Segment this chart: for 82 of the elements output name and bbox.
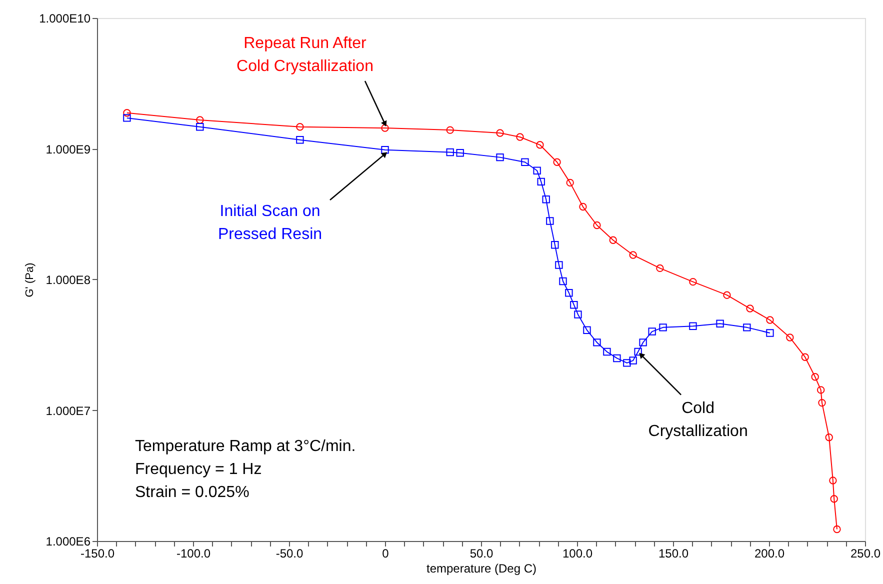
point (516, 133, 524, 141)
point (766, 316, 774, 324)
point (296, 136, 304, 144)
point (583, 326, 591, 334)
point (743, 324, 751, 332)
point (570, 300, 578, 309)
point (829, 476, 837, 484)
x-tick-label: 200.0 (754, 546, 785, 560)
x-tick-label: -100.0 (176, 546, 211, 560)
point (555, 261, 563, 269)
x-tick-label: 100.0 (562, 546, 593, 560)
annotation: Cold Crystallization (648, 400, 748, 440)
annotation: Strain = 0.025% (135, 484, 250, 501)
point (123, 109, 131, 117)
point (603, 348, 611, 356)
annotation: Frequency = 1 Hz (135, 461, 262, 478)
point (825, 434, 833, 442)
point (623, 359, 631, 367)
point (634, 348, 642, 356)
point (574, 310, 582, 318)
point (565, 289, 573, 297)
text: Initial Scan on Pressed Resin (218, 203, 322, 243)
point (551, 241, 559, 249)
x-tick-label: -50.0 (276, 546, 304, 560)
point (716, 320, 724, 328)
point (566, 178, 574, 187)
point (659, 324, 667, 332)
point (593, 221, 601, 230)
point (609, 236, 617, 244)
x-tick-label: 50.0 (470, 546, 494, 560)
point (648, 328, 656, 336)
point (766, 329, 774, 337)
annotation: Temperature Ramp at 3°C/min. (135, 438, 356, 455)
point (536, 141, 544, 149)
point (689, 322, 697, 330)
y-tick-label: 1.000E7 (46, 404, 91, 418)
point (446, 148, 454, 156)
text: Repeat Run After Cold Crystallization (236, 35, 374, 75)
x-tick-label: -150.0 (80, 546, 115, 560)
point (456, 149, 464, 157)
point (296, 123, 304, 131)
x-tick-label: 150.0 (658, 546, 689, 560)
point (811, 373, 819, 381)
point (123, 114, 131, 122)
point (833, 525, 841, 534)
x-axis-title: temperature (Deg C) (426, 562, 537, 576)
point (639, 338, 647, 346)
y-tick-label: 1.000E6 (46, 534, 91, 548)
point (786, 334, 794, 342)
point (656, 264, 664, 272)
point (801, 353, 809, 361)
point (521, 158, 529, 166)
point (629, 356, 637, 364)
point (533, 166, 541, 175)
point (381, 146, 389, 154)
point (542, 196, 550, 204)
y-tick-label: 1.000E10 (39, 12, 91, 26)
point (613, 354, 621, 362)
x-tick-label: 0 (382, 546, 390, 560)
point (629, 251, 637, 259)
point (579, 202, 587, 211)
point (593, 338, 601, 346)
point (496, 129, 504, 137)
point (723, 291, 731, 299)
point (553, 158, 561, 166)
point (830, 495, 838, 503)
y-tick-label: 1.000E8 (46, 273, 91, 287)
point (546, 217, 554, 225)
y-axis-title: G' (Pa) (24, 262, 36, 298)
point (196, 123, 204, 131)
y-tick-label: 1.000E9 (46, 142, 91, 156)
point (559, 277, 567, 286)
point (446, 126, 454, 134)
point (818, 398, 826, 407)
point (196, 116, 204, 124)
point (746, 304, 754, 312)
point (816, 386, 825, 394)
point (689, 278, 697, 286)
point (537, 178, 545, 186)
point (496, 153, 504, 162)
point (381, 124, 389, 132)
x-tick-label: 250.0 (850, 546, 881, 560)
